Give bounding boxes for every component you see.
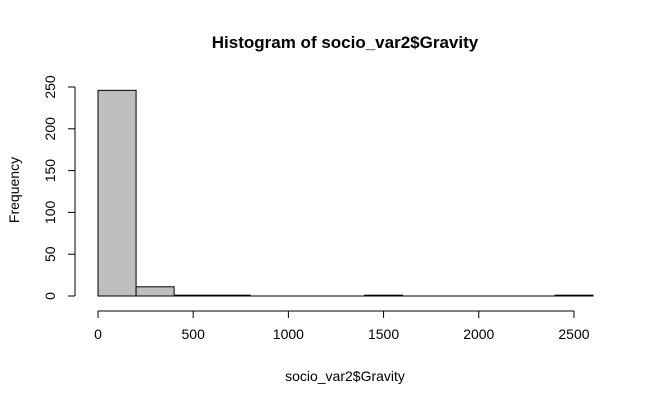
- x-tick-label: 1500: [368, 326, 399, 342]
- bars-group: [97, 89, 594, 297]
- histogram-bar-2: [173, 294, 213, 297]
- x-tick-label: 0: [94, 326, 102, 342]
- y-tick-label: 200: [42, 117, 58, 141]
- y-tick-label: 150: [42, 159, 58, 183]
- x-tick-label: 500: [182, 326, 206, 342]
- y-tick-label: 0: [42, 292, 58, 300]
- histogram-bar-3: [211, 294, 251, 297]
- x-axis: 0 500 1000 1500 2000 2500: [94, 310, 590, 342]
- y-axis: 0 50 100 150 200 250: [42, 75, 76, 300]
- y-tick-label: 50: [42, 246, 58, 262]
- y-axis-label: Frequency: [6, 157, 22, 223]
- x-tick-label: 2000: [463, 326, 494, 342]
- chart-title: Histogram of socio_var2$Gravity: [212, 33, 479, 52]
- y-tick-label: 100: [42, 201, 58, 225]
- x-tick-label: 2500: [558, 326, 589, 342]
- x-axis-label: socio_var2$Gravity: [285, 368, 405, 384]
- histogram-bar-7: [364, 294, 404, 297]
- histogram-bar-12: [554, 294, 594, 297]
- histogram-bar-0: [97, 89, 137, 297]
- histogram-bar-1: [135, 286, 175, 297]
- x-tick-label: 1000: [273, 326, 304, 342]
- y-tick-label: 250: [42, 75, 58, 99]
